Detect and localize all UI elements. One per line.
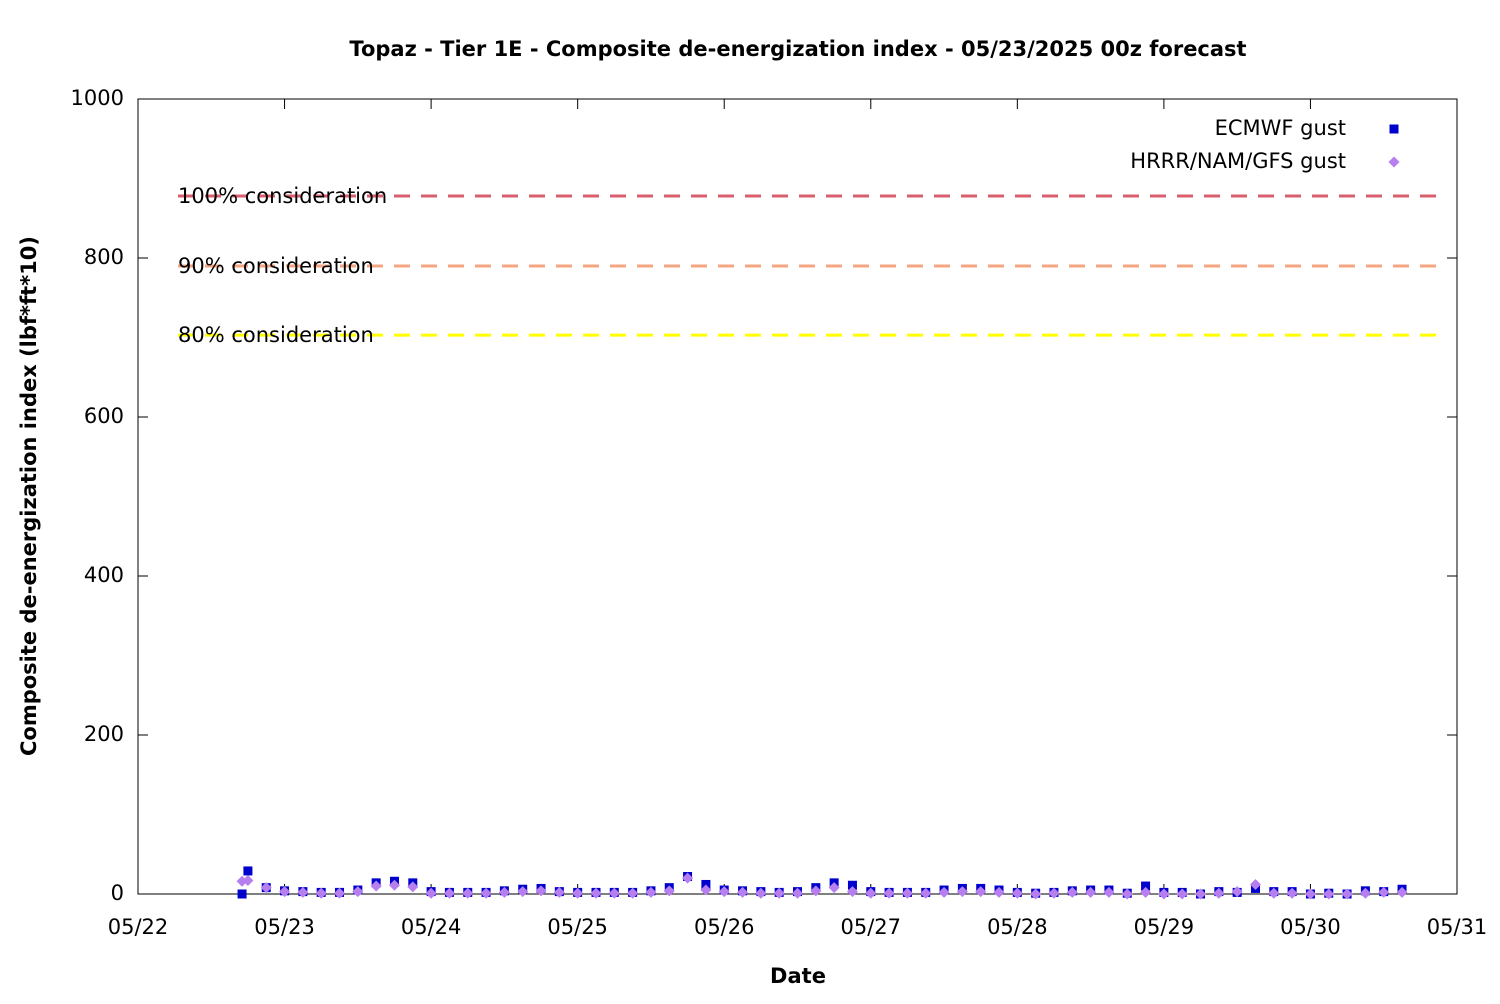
point	[1141, 881, 1151, 891]
legend-label: ECMWF gust	[1215, 116, 1346, 140]
point	[883, 887, 895, 899]
point	[737, 886, 749, 898]
x-tick-label: 05/26	[694, 915, 755, 939]
point	[718, 886, 730, 898]
y-tick-label: 600	[84, 404, 124, 428]
point	[553, 886, 565, 898]
point	[1048, 887, 1060, 899]
point	[1195, 888, 1207, 900]
point	[1176, 888, 1188, 900]
reference-label: 90% consideration	[178, 254, 374, 278]
chart-title: Topaz - Tier 1E - Composite de-energizat…	[349, 37, 1246, 61]
x-tick-label: 05/22	[108, 915, 169, 939]
y-tick-label: 200	[84, 722, 124, 746]
point	[956, 886, 968, 898]
point	[535, 885, 547, 897]
point	[846, 886, 858, 898]
point	[700, 884, 712, 896]
y-tick-label: 1000	[71, 86, 124, 110]
point	[352, 886, 364, 898]
point	[901, 887, 913, 899]
point	[701, 879, 711, 889]
point	[975, 886, 987, 898]
point	[1359, 887, 1371, 899]
point	[443, 887, 455, 899]
point	[590, 887, 602, 899]
x-tick-label: 05/30	[1280, 915, 1341, 939]
point	[407, 881, 419, 893]
point	[370, 880, 382, 892]
point	[315, 887, 327, 899]
point	[993, 886, 1005, 898]
point	[1085, 886, 1097, 898]
point	[243, 866, 253, 876]
y-tick-label: 400	[84, 563, 124, 587]
point	[1158, 888, 1170, 900]
point	[663, 885, 675, 897]
legend-marker	[1389, 124, 1399, 134]
x-tick-label: 05/24	[401, 915, 462, 939]
x-tick-label: 05/23	[254, 915, 315, 939]
x-tick-label: 05/25	[547, 915, 608, 939]
point	[1011, 887, 1023, 899]
point	[828, 882, 840, 894]
point	[847, 880, 857, 890]
x-axis-label: Date	[770, 964, 826, 988]
point	[1121, 888, 1133, 900]
point	[920, 887, 932, 899]
point	[1378, 886, 1390, 898]
legend-marker	[1388, 156, 1400, 168]
x-tick-label: 05/28	[987, 915, 1048, 939]
point	[388, 879, 400, 891]
point	[1286, 887, 1298, 899]
point	[608, 887, 620, 899]
y-tick-label: 0	[111, 881, 124, 905]
point	[1249, 878, 1261, 890]
point	[1103, 886, 1115, 898]
x-tick-label: 05/27	[841, 915, 902, 939]
y-axis-label: Composite de-energization index (lbf*ft*…	[17, 236, 41, 756]
x-tick-label: 05/31	[1427, 915, 1488, 939]
point	[682, 872, 694, 884]
point	[517, 886, 529, 898]
point	[279, 886, 291, 898]
point	[755, 887, 767, 899]
point	[260, 882, 272, 894]
point	[627, 887, 639, 899]
point	[498, 886, 510, 898]
point	[1341, 888, 1353, 900]
point	[1066, 886, 1078, 898]
point	[237, 889, 247, 899]
point	[1213, 887, 1225, 899]
point	[480, 887, 492, 899]
point	[1304, 888, 1316, 900]
point	[242, 874, 254, 886]
y-tick-label: 800	[84, 245, 124, 269]
reference-label: 100% consideration	[178, 184, 387, 208]
point	[572, 887, 584, 899]
point	[938, 886, 950, 898]
point	[773, 887, 785, 899]
point	[1323, 888, 1335, 900]
point	[1268, 887, 1280, 899]
point	[645, 886, 657, 898]
point	[792, 887, 803, 899]
x-tick-label: 05/29	[1134, 915, 1195, 939]
reference-label: 80% consideration	[178, 323, 374, 347]
point	[462, 887, 474, 899]
point	[1140, 886, 1152, 898]
point	[865, 887, 877, 899]
point	[334, 887, 346, 899]
point	[297, 886, 309, 898]
legend-label: HRRR/NAM/GFS gust	[1130, 149, 1346, 173]
point	[1396, 886, 1408, 898]
point	[810, 885, 822, 897]
point	[1231, 886, 1243, 898]
point	[425, 887, 437, 899]
point	[1030, 888, 1042, 900]
